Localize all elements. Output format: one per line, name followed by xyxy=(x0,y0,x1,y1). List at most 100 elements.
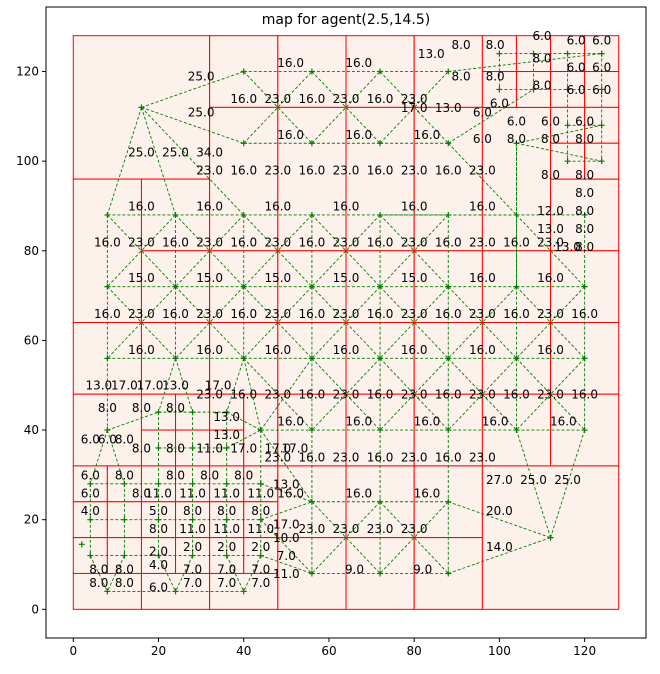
graph-node-marker xyxy=(257,480,264,487)
graph-node-marker xyxy=(513,140,520,147)
edge-cost-label: 17.0 xyxy=(273,518,300,532)
edge-cost-label: 16.0 xyxy=(128,199,155,213)
x-tick-label: 60 xyxy=(321,644,336,658)
edge-cost-label: 16.0 xyxy=(299,450,326,464)
graph-node-marker xyxy=(445,355,452,362)
edge-cost-label: 13.0 xyxy=(85,379,112,393)
edge-cost-label: 16.0 xyxy=(435,164,462,178)
edge-cost-label: 23.0 xyxy=(333,388,360,402)
edge-cost-label: 16.0 xyxy=(537,271,564,285)
edge-cost-label: 16.0 xyxy=(469,343,496,357)
edge-cost-label: 8.0 xyxy=(166,441,185,455)
edge-cost-label: 16.0 xyxy=(277,56,304,70)
edge-cost-label: 8.0 xyxy=(251,504,270,518)
graph-node-marker xyxy=(445,570,452,577)
graph-node-marker xyxy=(155,409,162,416)
edge-cost-label: 16.0 xyxy=(277,486,304,500)
edge-cost-label: 8.0 xyxy=(452,69,471,83)
edge-cost-label: 23.0 xyxy=(264,164,291,178)
edge-cost-label: 7.0 xyxy=(183,576,202,590)
graph-node-marker xyxy=(78,541,85,548)
edge-cost-label: 16.0 xyxy=(277,415,304,429)
graph-node-marker xyxy=(308,68,315,75)
edge-cost-label: 11.0 xyxy=(247,486,274,500)
graph-node-marker xyxy=(121,552,128,559)
graph-node-marker xyxy=(223,409,230,416)
edge-cost-label: 16.0 xyxy=(345,128,372,142)
edge-cost-label: 17.0 xyxy=(205,379,232,393)
graph-node-marker xyxy=(87,552,94,559)
edge-cost-label: 15.0 xyxy=(264,271,291,285)
graph-node-marker xyxy=(496,86,503,93)
edge-cost-label: 17.0 xyxy=(264,441,291,455)
edge-cost-label: 16.0 xyxy=(367,307,394,321)
edge-cost-label: 8.0 xyxy=(234,468,253,482)
edge-cost-label: 8.0 xyxy=(115,576,134,590)
graph-edge xyxy=(379,286,449,359)
graph-edge xyxy=(311,501,381,574)
edge-cost-label: 8.0 xyxy=(132,441,151,455)
edge-cost-label: 16.0 xyxy=(435,235,462,249)
graph-edge xyxy=(141,107,176,216)
graph-edge xyxy=(516,142,602,162)
graph-node-marker xyxy=(223,480,230,487)
edge-cost-label: 16.0 xyxy=(367,164,394,178)
graph-node-marker xyxy=(445,211,452,218)
edge-cost-label: 13.0 xyxy=(273,477,300,491)
edge-cost-label: 6.0 xyxy=(98,433,117,447)
edge-cost-label: 13.0 xyxy=(537,222,564,236)
edge-cost-label: 7.0 xyxy=(251,562,270,576)
graph-node-marker xyxy=(223,516,230,523)
edge-cost-label: 9.0 xyxy=(345,562,364,576)
graph-node-marker xyxy=(581,427,588,434)
graph-node-marker xyxy=(87,480,94,487)
graph-edge xyxy=(447,358,517,431)
edge-cost-label: 17.0 xyxy=(282,441,309,455)
x-tick-label: 120 xyxy=(573,644,596,658)
graph-edge xyxy=(550,429,586,538)
edge-cost-label: 23.0 xyxy=(128,307,155,321)
edge-cost-label: 16.0 xyxy=(299,164,326,178)
edge-cost-label: 11.0 xyxy=(213,522,240,536)
edge-cost-label: 7.0 xyxy=(217,562,236,576)
graph-edge xyxy=(311,71,381,144)
graph-edge xyxy=(447,286,517,359)
edge-cost-label: 6.0 xyxy=(81,486,100,500)
graph-node-marker xyxy=(598,158,605,165)
graph-edge xyxy=(107,286,176,359)
graph-node-marker xyxy=(155,480,162,487)
edge-cost-label: 25.0 xyxy=(128,146,155,160)
graph-edge xyxy=(141,71,244,108)
edge-cost-label: 8.0 xyxy=(575,240,594,254)
edge-cost-label: 16.0 xyxy=(299,388,326,402)
edge-cost-label: 6.0 xyxy=(81,433,100,447)
graph-edge xyxy=(226,358,245,413)
edge-cost-label: 16.0 xyxy=(345,486,372,500)
edge-cost-label: 16.0 xyxy=(367,388,394,402)
edge-cost-label: 8.0 xyxy=(575,132,594,146)
graph-node-marker xyxy=(581,211,588,218)
edge-cost-label: 16.0 xyxy=(435,307,462,321)
edge-cost-label: 16.0 xyxy=(571,388,598,402)
graph-node-marker xyxy=(564,122,571,129)
edge-cost-label: 16.0 xyxy=(299,235,326,249)
edge-cost-label: 16.0 xyxy=(414,415,441,429)
edge-cost-label: 6.0 xyxy=(541,114,560,128)
edge-cost-label: 27.0 xyxy=(486,473,513,487)
edge-cost-label: 8.0 xyxy=(166,468,185,482)
plot-frame xyxy=(45,6,647,639)
graph-node-marker xyxy=(104,283,111,290)
graph-node-marker xyxy=(172,355,179,362)
graph-edge xyxy=(516,124,602,144)
graph-node-marker xyxy=(189,480,196,487)
graph-nodes xyxy=(78,50,605,595)
graph-node-marker xyxy=(377,68,384,75)
graph-node-marker xyxy=(377,498,384,505)
graph-edge xyxy=(516,358,585,431)
graph-node-marker xyxy=(445,68,452,75)
edge-cost-label: 23.0 xyxy=(196,164,223,178)
edge-cost-label: 6.0 xyxy=(567,34,586,48)
edge-cost-label: 8.0 xyxy=(541,168,560,182)
graph-edge xyxy=(243,214,313,287)
